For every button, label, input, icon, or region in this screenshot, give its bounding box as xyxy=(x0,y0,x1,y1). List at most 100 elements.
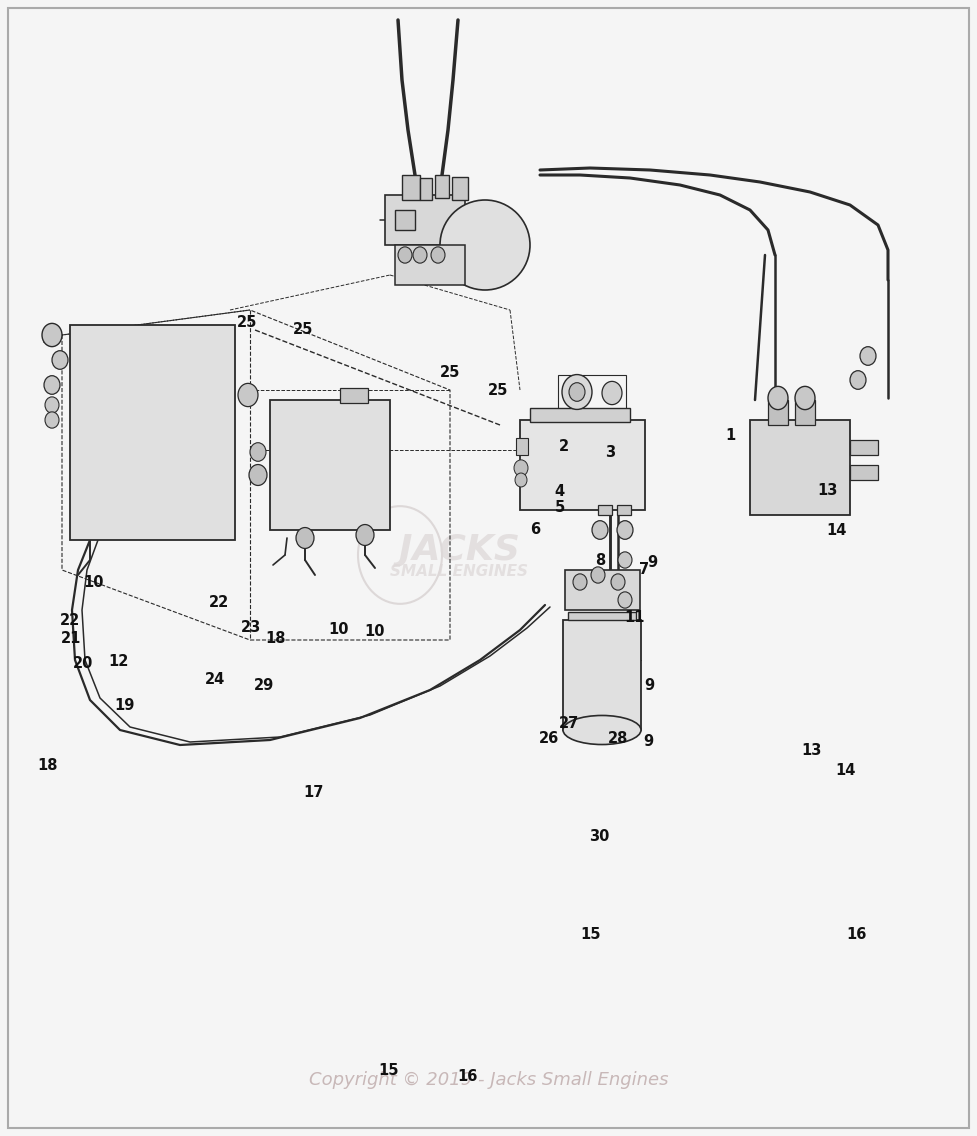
Text: 22: 22 xyxy=(209,594,229,610)
Text: 9: 9 xyxy=(644,734,654,750)
Text: SMALL ENGINES: SMALL ENGINES xyxy=(390,565,529,579)
Text: 11: 11 xyxy=(624,610,644,626)
Text: 14: 14 xyxy=(835,762,855,778)
Bar xyxy=(452,177,468,200)
Circle shape xyxy=(591,567,605,583)
Circle shape xyxy=(250,443,266,461)
Text: 6: 6 xyxy=(531,521,540,537)
Text: 8: 8 xyxy=(595,552,605,568)
Text: 14: 14 xyxy=(827,523,846,538)
Text: 29: 29 xyxy=(254,677,274,693)
Text: 16: 16 xyxy=(847,927,867,943)
Circle shape xyxy=(515,473,527,487)
Bar xyxy=(795,400,815,425)
Text: 25: 25 xyxy=(488,383,508,399)
Bar xyxy=(850,440,878,456)
Bar xyxy=(340,389,368,403)
Text: 9: 9 xyxy=(648,554,658,570)
Bar xyxy=(558,375,626,410)
Bar xyxy=(617,506,631,515)
Text: 20: 20 xyxy=(73,655,93,671)
Circle shape xyxy=(768,386,788,410)
Text: 25: 25 xyxy=(441,365,460,381)
Bar xyxy=(435,175,449,198)
Bar xyxy=(385,195,465,245)
Circle shape xyxy=(52,351,68,369)
Text: JACKS: JACKS xyxy=(399,533,520,567)
Text: 15: 15 xyxy=(580,927,600,943)
Text: 28: 28 xyxy=(609,730,628,746)
Text: 2: 2 xyxy=(559,438,569,454)
Text: 12: 12 xyxy=(108,653,128,669)
Text: 9: 9 xyxy=(645,677,655,693)
Text: 18: 18 xyxy=(266,630,285,646)
Circle shape xyxy=(431,247,445,264)
Bar xyxy=(568,612,636,620)
Text: 22: 22 xyxy=(61,612,80,628)
Bar xyxy=(563,620,641,730)
Text: 26: 26 xyxy=(539,730,559,746)
Circle shape xyxy=(44,376,60,394)
Text: 24: 24 xyxy=(205,671,225,687)
Text: 7: 7 xyxy=(639,561,649,577)
Circle shape xyxy=(42,324,62,346)
Circle shape xyxy=(795,386,815,410)
Circle shape xyxy=(617,520,633,540)
Circle shape xyxy=(569,383,585,401)
Circle shape xyxy=(45,412,59,428)
Bar xyxy=(270,400,390,531)
Bar xyxy=(420,178,432,200)
Bar xyxy=(516,438,528,456)
Circle shape xyxy=(45,396,59,414)
Circle shape xyxy=(611,574,625,590)
Bar xyxy=(395,245,465,285)
Text: 17: 17 xyxy=(304,785,323,801)
Bar xyxy=(565,570,640,610)
Circle shape xyxy=(249,465,267,485)
Text: 1: 1 xyxy=(726,427,736,443)
Ellipse shape xyxy=(440,200,530,290)
Circle shape xyxy=(356,525,374,545)
Circle shape xyxy=(618,552,632,568)
Text: 25: 25 xyxy=(237,315,257,331)
Text: 25: 25 xyxy=(293,321,313,337)
Circle shape xyxy=(562,375,592,409)
Bar xyxy=(395,210,415,229)
Text: 13: 13 xyxy=(818,483,837,499)
Circle shape xyxy=(850,370,866,390)
Circle shape xyxy=(860,346,876,366)
Text: 27: 27 xyxy=(559,716,578,732)
Circle shape xyxy=(238,383,258,407)
Text: 30: 30 xyxy=(589,828,609,844)
Text: 23: 23 xyxy=(241,619,261,635)
Circle shape xyxy=(797,389,813,408)
Text: 10: 10 xyxy=(329,621,349,637)
Circle shape xyxy=(573,574,587,590)
Bar xyxy=(530,408,630,421)
Text: 21: 21 xyxy=(62,630,81,646)
Bar xyxy=(70,325,235,540)
Circle shape xyxy=(413,247,427,264)
Bar xyxy=(598,506,612,515)
Circle shape xyxy=(602,382,622,404)
Circle shape xyxy=(398,247,412,264)
Bar xyxy=(520,420,645,510)
Text: 15: 15 xyxy=(379,1062,399,1078)
Ellipse shape xyxy=(563,716,641,744)
Text: Copyright © 2019 - Jacks Small Engines: Copyright © 2019 - Jacks Small Engines xyxy=(309,1071,668,1089)
Bar xyxy=(402,175,420,200)
Text: 3: 3 xyxy=(605,444,615,460)
Bar xyxy=(850,465,878,481)
Text: 16: 16 xyxy=(457,1069,477,1085)
Bar xyxy=(768,400,788,425)
Text: 5: 5 xyxy=(555,500,565,516)
Circle shape xyxy=(618,592,632,608)
Circle shape xyxy=(296,527,314,549)
Text: 13: 13 xyxy=(802,743,822,759)
Text: 4: 4 xyxy=(555,484,565,500)
Text: 18: 18 xyxy=(38,758,58,774)
Text: 10: 10 xyxy=(364,624,384,640)
Circle shape xyxy=(592,520,608,540)
Bar xyxy=(750,420,850,515)
Circle shape xyxy=(514,460,528,476)
